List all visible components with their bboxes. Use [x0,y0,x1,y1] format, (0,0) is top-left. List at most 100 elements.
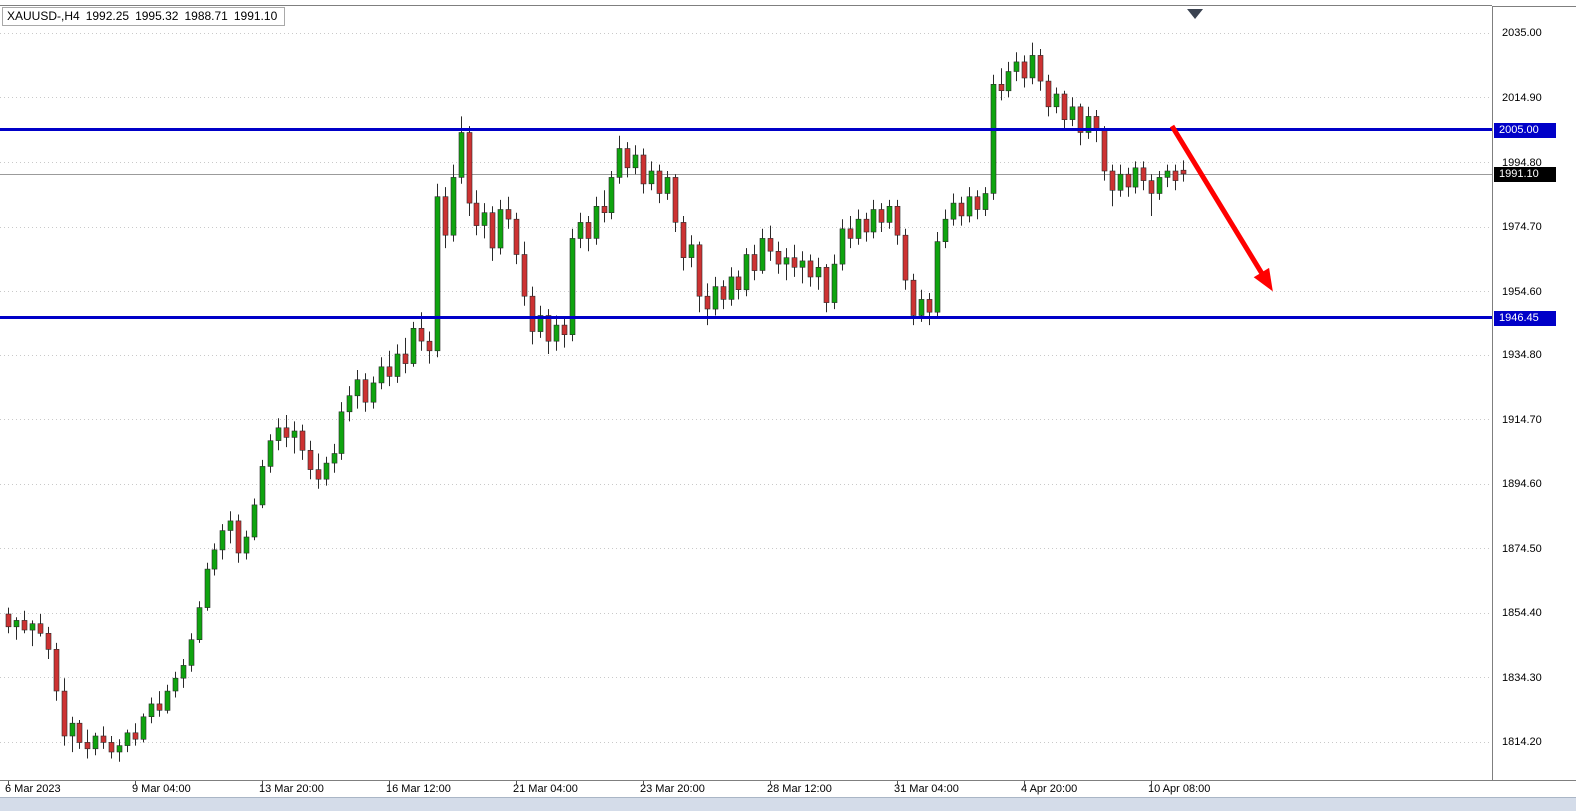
candle [799,251,806,284]
candle [855,209,862,245]
candle [751,244,758,281]
candle [108,736,115,759]
candle [497,199,504,255]
price-tick-label: 2035.00 [1502,27,1542,39]
candle [1125,167,1132,197]
candle [92,732,99,756]
candle [696,241,703,313]
low-value: 1988.71 [184,9,228,23]
candle [783,248,790,281]
time-axis-label: 6 Mar 2023 [5,783,61,795]
time-axis-label: 10 Apr 08:00 [1148,783,1211,795]
candle [1077,103,1084,146]
candle [21,610,28,634]
candle [450,164,457,242]
open-value: 1992.25 [85,9,130,23]
candle [735,270,742,300]
symbol-period-label: XAUUSD-,H4 [7,9,80,23]
candle [1021,55,1028,88]
time-axis-label: 9 Mar 04:00 [132,783,191,795]
candle [767,225,774,261]
candle [116,739,123,762]
chart-info-box: XAUUSD-,H4 1992.25 1995.32 1988.71 1991.10 [2,7,286,26]
candle [386,350,393,387]
candle [283,415,290,448]
candle [569,228,576,342]
candle [863,212,870,242]
candle [561,318,568,348]
candle [481,203,488,239]
price-axis[interactable]: 2005.00 1991.10 1946.45 2035.00 2014.90 19… [1492,6,1576,781]
candle [442,187,449,249]
candle [982,187,989,216]
candle [29,620,36,647]
horizontal-scrollbar[interactable] [0,797,1576,811]
candle [100,726,107,749]
candle [1101,126,1108,181]
candle [870,199,877,239]
candle [196,601,203,643]
candle [1045,74,1052,117]
price-tick-label: 1874.50 [1502,543,1542,555]
candle [1029,42,1036,85]
candle [728,267,735,306]
candle [593,196,600,245]
candle [926,293,933,326]
candle [331,443,338,473]
candle [410,321,417,367]
time-axis[interactable]: 6 Mar 2023 9 Mar 04:00 13 Mar 20:00 16 Mar … [0,781,1492,797]
candle [235,514,242,563]
candle [315,453,322,489]
candle [974,190,981,220]
candle [426,331,433,364]
candle [45,626,52,659]
candle [1069,97,1076,127]
trend-arrow-line[interactable] [1169,124,1265,276]
candle [219,524,226,560]
candle [934,232,941,319]
candle [1093,110,1100,143]
price-tick-label: 1994.80 [1502,157,1542,169]
candle [275,418,282,451]
candle [1037,49,1044,91]
candle [1109,164,1116,207]
candle [688,235,695,268]
candle [1172,164,1179,191]
candle [1148,174,1155,216]
candle [712,276,719,316]
chart-plot[interactable] [0,0,1492,811]
candle [521,241,528,306]
candle [958,196,965,226]
candle [529,286,536,345]
candle [76,720,83,749]
price-tick-label: 2014.90 [1502,92,1542,104]
candle [338,402,345,460]
candle [672,174,679,232]
candle [624,142,631,178]
candle [831,254,838,310]
candle [378,357,385,390]
candle [1085,106,1092,139]
time-axis-label: 21 Mar 04:00 [513,783,578,795]
candle [5,607,12,634]
candle [1053,87,1060,114]
trend-arrow-head-icon[interactable] [1253,267,1273,292]
candle [188,633,195,672]
candle [180,659,187,688]
candle [473,190,480,236]
candle [513,212,520,265]
candle [1005,61,1012,98]
price-tick-label: 1814.20 [1502,736,1542,748]
candle [585,216,592,252]
candle [164,684,171,714]
candle [466,126,473,216]
candle [37,614,44,637]
candle [577,212,584,249]
chart-shift-marker-icon[interactable] [1187,9,1204,19]
candle [1132,161,1139,194]
candle [291,421,298,454]
candle [616,135,623,184]
candle [545,309,552,354]
candle [323,456,330,486]
candle [1013,52,1020,82]
